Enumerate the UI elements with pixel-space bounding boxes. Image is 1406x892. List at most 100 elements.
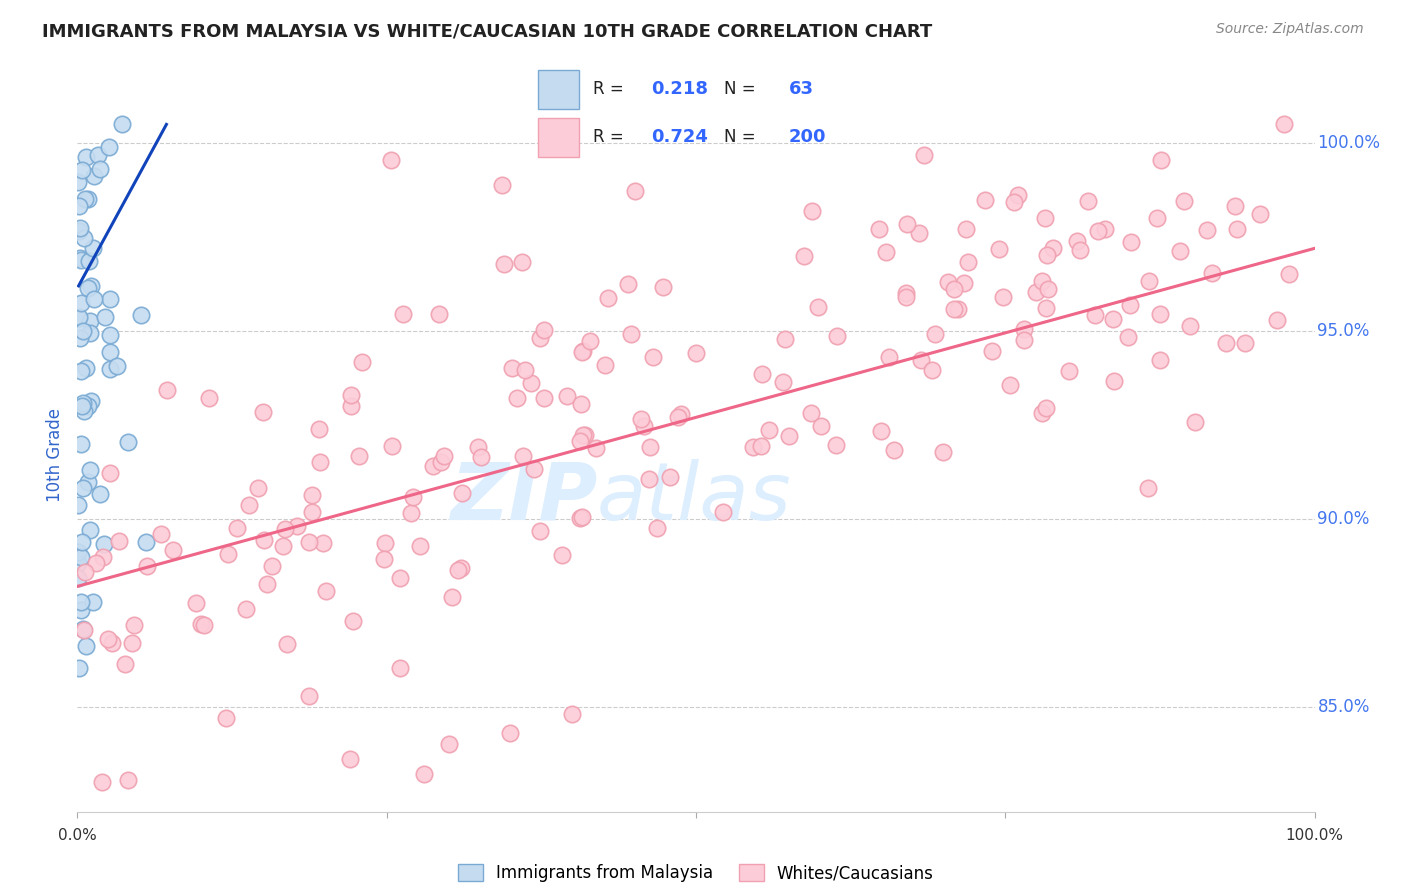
Point: [72, 163, 94, 178]
Point: [987, 242, 1010, 256]
Point: [76, 475, 98, 489]
Point: [1225, 198, 1247, 212]
Point: [1137, 481, 1160, 495]
Point: [72, 481, 94, 495]
Point: [1184, 415, 1206, 429]
Point: [1007, 187, 1029, 202]
Point: [467, 440, 489, 454]
Point: [778, 429, 800, 443]
Point: [1180, 319, 1202, 334]
Point: [72, 624, 94, 638]
Point: [510, 255, 533, 269]
Point: [1149, 353, 1171, 368]
Point: [298, 690, 321, 704]
Point: [98, 328, 121, 343]
Point: [669, 407, 692, 421]
Point: [942, 282, 965, 296]
Point: [73, 231, 96, 245]
Point: [749, 438, 772, 452]
Point: [501, 361, 523, 376]
Point: [73, 192, 96, 206]
Point: [389, 661, 412, 675]
Point: [772, 376, 794, 390]
Point: [1012, 322, 1035, 336]
Point: [921, 363, 943, 377]
Point: [276, 637, 298, 651]
Point: [70, 437, 93, 451]
Point: [122, 618, 145, 632]
Point: [69, 331, 91, 345]
Point: [274, 522, 297, 536]
Point: [374, 536, 396, 550]
Point: [1025, 285, 1047, 299]
Point: [260, 559, 283, 574]
Point: [98, 362, 121, 376]
Point: [69, 253, 91, 268]
Point: [190, 617, 212, 632]
Point: [1102, 312, 1125, 326]
Point: [908, 226, 931, 240]
Point: [620, 326, 643, 341]
Point: [235, 601, 257, 615]
Point: [1234, 335, 1257, 350]
Point: [98, 140, 121, 154]
Point: [998, 377, 1021, 392]
Point: [1149, 307, 1171, 321]
Point: [422, 459, 444, 474]
Point: [287, 518, 309, 533]
Point: [758, 423, 780, 437]
Point: [953, 276, 976, 290]
Text: 200: 200: [789, 128, 827, 146]
Point: [429, 455, 451, 469]
Text: IMMIGRANTS FROM MALAYSIA VS WHITE/CAUCASIAN 10TH GRADE CORRELATION CHART: IMMIGRANTS FROM MALAYSIA VS WHITE/CAUCAS…: [42, 22, 932, 40]
Point: [77, 399, 100, 413]
Point: [807, 301, 830, 315]
Point: [529, 331, 551, 345]
Point: [942, 302, 965, 317]
Text: 85.0%: 85.0%: [1317, 698, 1369, 715]
Point: [66, 556, 89, 570]
Point: [506, 391, 529, 405]
Point: [80, 279, 103, 293]
Text: R =: R =: [593, 80, 623, 98]
Text: N =: N =: [724, 80, 755, 98]
Point: [70, 594, 93, 608]
Point: [810, 419, 832, 434]
Point: [451, 485, 474, 500]
Point: [896, 217, 918, 231]
Point: [572, 427, 595, 442]
Point: [869, 222, 891, 236]
Point: [101, 636, 124, 650]
Point: [555, 389, 578, 403]
Point: [108, 533, 131, 548]
Point: [129, 308, 152, 322]
Point: [69, 199, 91, 213]
Point: [1201, 266, 1223, 280]
Point: [793, 249, 815, 263]
Point: [938, 276, 960, 290]
Point: [1249, 207, 1271, 221]
Point: [494, 257, 516, 271]
Point: [551, 548, 574, 562]
Point: [981, 344, 1004, 359]
Point: [84, 556, 107, 570]
Point: [1119, 298, 1142, 312]
Point: [342, 614, 364, 628]
Point: [198, 391, 221, 405]
Point: [271, 539, 294, 553]
Point: [956, 255, 979, 269]
Point: [578, 334, 600, 348]
Point: [301, 505, 323, 519]
Point: [571, 509, 593, 524]
Point: [1066, 235, 1088, 249]
Point: [1265, 312, 1288, 326]
Point: [711, 505, 734, 519]
Point: [93, 537, 115, 551]
Point: [824, 438, 846, 452]
Point: [381, 439, 404, 453]
Point: [948, 302, 970, 317]
Point: [1272, 117, 1295, 131]
Point: [301, 488, 323, 502]
Point: [801, 204, 824, 219]
Point: [135, 558, 157, 573]
